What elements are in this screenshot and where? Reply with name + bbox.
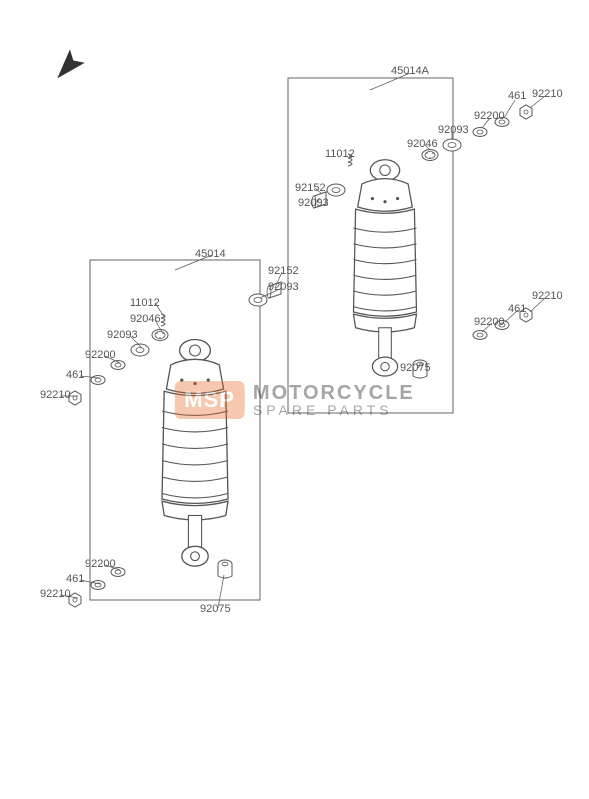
- callout-92210: 92210: [532, 290, 563, 302]
- callout-11012: 11012: [325, 148, 355, 160]
- assembly-left: [69, 260, 281, 607]
- callout-92075: 92075: [200, 603, 231, 615]
- callout-92200: 92200: [85, 558, 116, 570]
- callout-92210: 92210: [40, 389, 71, 401]
- callout-92093: 92093: [268, 281, 299, 293]
- leaders-right: [315, 73, 545, 368]
- callout-45014A: 45014A: [391, 65, 429, 77]
- callout-92075: 92075: [400, 362, 431, 374]
- callout-461: 461: [66, 369, 84, 381]
- callout-45014: 45014: [195, 248, 226, 260]
- callout-92200: 92200: [474, 316, 505, 328]
- callout-92093: 92093: [107, 329, 138, 341]
- callout-92093: 92093: [298, 197, 329, 209]
- callout-92046: 92046: [407, 138, 438, 150]
- callout-92046: 92046: [130, 313, 161, 325]
- callout-92152: 92152: [295, 182, 326, 194]
- diagram-container: 45014A9221046192200920939204611012920939…: [0, 0, 589, 799]
- callout-92200: 92200: [474, 110, 505, 122]
- callout-461: 461: [66, 573, 84, 585]
- callout-11012: 11012: [130, 297, 160, 309]
- callout-461: 461: [508, 90, 526, 102]
- callout-92210: 92210: [40, 588, 71, 600]
- callout-92093: 92093: [438, 124, 469, 136]
- callout-92200: 92200: [85, 349, 116, 361]
- callout-461: 461: [508, 303, 526, 315]
- direction-arrow: [50, 49, 85, 85]
- callout-92152: 92152: [268, 265, 299, 277]
- callout-92210: 92210: [532, 88, 563, 100]
